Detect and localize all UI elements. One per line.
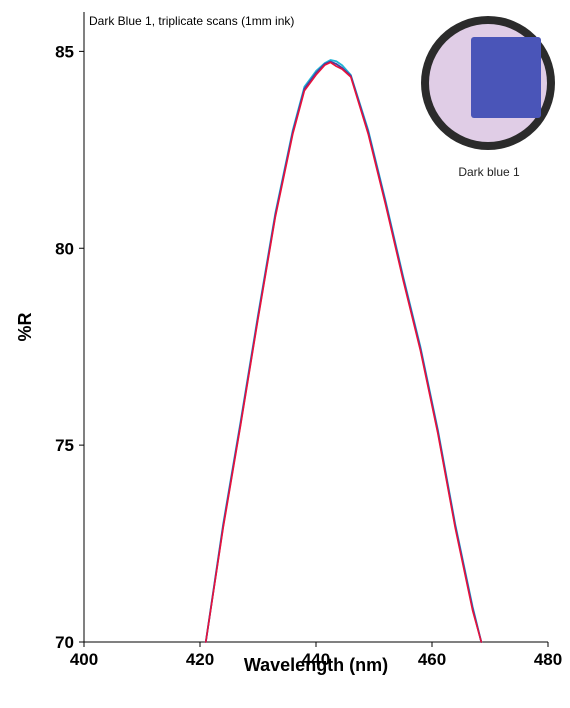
series-group xyxy=(204,59,483,643)
y-tick-label: 80 xyxy=(55,239,74,258)
y-tick-label: 75 xyxy=(55,436,74,455)
ink-sample-inset: Dark blue 1 xyxy=(421,16,555,179)
y-tick-label: 85 xyxy=(55,42,74,61)
x-tick-label: 460 xyxy=(418,650,446,669)
inset-caption: Dark blue 1 xyxy=(458,165,520,179)
ticks xyxy=(79,50,549,647)
x-tick-label: 420 xyxy=(186,650,214,669)
y-axis-title: %R xyxy=(15,312,35,341)
x-axis-title: Wavelength (nm) xyxy=(244,655,388,675)
x-tick-label: 400 xyxy=(70,650,98,669)
x-tick-label: 480 xyxy=(534,650,562,669)
y-tick-label: 70 xyxy=(55,633,74,652)
x-tick-label: 440 xyxy=(302,650,330,669)
series-line-1 xyxy=(204,59,483,643)
series-line-3 xyxy=(205,61,483,643)
chart-title: Dark Blue 1, triplicate scans (1mm ink) xyxy=(89,14,294,28)
series-line-2 xyxy=(204,60,483,643)
ink-swatch xyxy=(471,37,541,118)
tick-labels: 400 420 440 460 480 70 75 80 85 xyxy=(55,42,562,669)
